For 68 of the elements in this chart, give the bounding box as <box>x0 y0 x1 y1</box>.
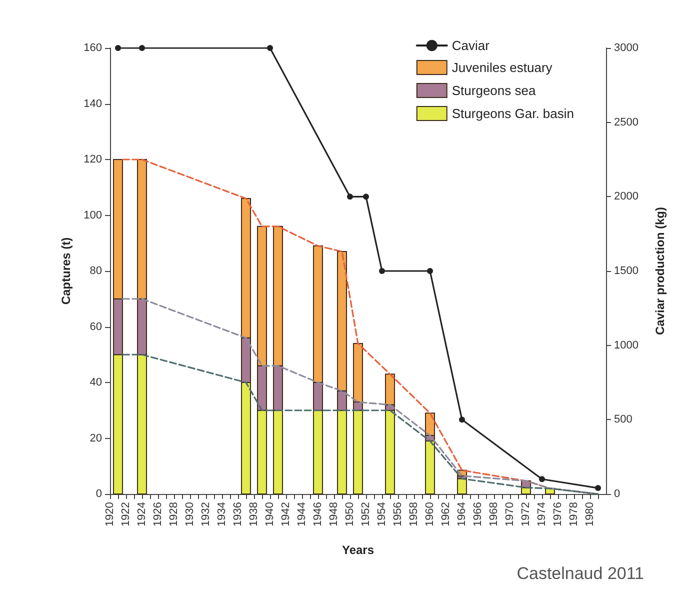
x-tick-label: 1974 <box>536 502 548 526</box>
x-tick-label: 1978 <box>568 502 580 526</box>
x-tick-label: 1948 <box>328 502 340 526</box>
text: Castelnaud 2011 <box>516 564 644 583</box>
x-tick-label: 1950 <box>344 502 356 526</box>
y-tick-label: 100 <box>84 209 102 222</box>
x-tick-label: 1952 <box>360 502 372 526</box>
legend-label: Caviar <box>452 38 490 53</box>
y-axis-title: Captures (t) <box>59 237 73 305</box>
y2-tick-label: 1500 <box>614 265 638 277</box>
point <box>379 268 385 274</box>
bar <box>457 478 467 494</box>
y-tick-label: 140 <box>84 98 102 110</box>
y2-tick-label: 3000 <box>614 42 638 54</box>
x-tick-label: 1928 <box>168 502 180 526</box>
x-tick-label: 1920 <box>104 502 116 526</box>
x-tick-label: 1970 <box>504 502 516 526</box>
x-tick-label: 1958 <box>408 502 420 526</box>
x-tick-label: 1930 <box>184 502 196 526</box>
x-tick-label: 1924 <box>136 502 148 526</box>
point <box>347 194 353 200</box>
point <box>459 416 465 423</box>
y2-tick-label: 1000 <box>614 339 638 352</box>
x-tick-label: 1942 <box>280 502 292 526</box>
x-tick-label: 1976 <box>552 502 564 526</box>
y-tick-label: 160 <box>84 42 102 54</box>
x-tick-label: 1940 <box>264 502 276 526</box>
y2-tick-label: 500 <box>614 414 632 426</box>
x-tick-label: 1960 <box>424 502 436 526</box>
x-tick-label: 1972 <box>520 502 532 526</box>
x-tick-label: 1946 <box>312 502 324 526</box>
x-tick-label: 1954 <box>376 502 388 526</box>
x-tick-label: 1922 <box>120 502 132 526</box>
x-tick-label: 1966 <box>472 502 484 526</box>
y-tick-label: 40 <box>90 376 102 388</box>
x-tick-label: 1926 <box>152 502 164 526</box>
x-tick-label: 1968 <box>488 502 500 526</box>
y2-tick-label: 0 <box>614 488 620 500</box>
y-tick-label: 20 <box>90 432 102 444</box>
x-tick-label: 1938 <box>248 502 260 526</box>
x-tick-label: 1936 <box>232 502 244 526</box>
legend-label: Sturgeons Gar. basin <box>452 106 574 121</box>
x-tick-label: 1964 <box>456 502 468 526</box>
point <box>427 268 433 274</box>
x-tick-label: 1956 <box>392 502 404 526</box>
y2-axis-title: Caviar production (kg) <box>653 206 667 336</box>
point <box>267 45 273 51</box>
y-tick-label: 60 <box>90 320 102 333</box>
y-tick-label: 120 <box>84 154 102 166</box>
point <box>115 45 121 51</box>
x-tick-label: 1944 <box>296 502 308 526</box>
point <box>539 476 545 482</box>
y-tick-label: 80 <box>90 265 102 277</box>
point <box>363 194 369 200</box>
y2-tick-label: 2500 <box>614 116 638 128</box>
x-tick-label: 1932 <box>200 502 212 526</box>
x-tick-label: 1962 <box>440 502 452 526</box>
y-tick-label: 0 <box>96 488 102 500</box>
bar <box>385 410 395 494</box>
line-series <box>122 354 599 495</box>
point <box>139 45 145 51</box>
legend-label: Sturgeons sea <box>452 83 536 98</box>
x-tick-label: 1934 <box>216 502 228 526</box>
x-tick-label: 1980 <box>584 502 596 526</box>
legend-label: Juveniles estuary <box>452 60 553 75</box>
point <box>595 485 601 492</box>
y2-tick-label: 2000 <box>614 190 638 203</box>
x-axis-title: Years <box>342 543 374 557</box>
